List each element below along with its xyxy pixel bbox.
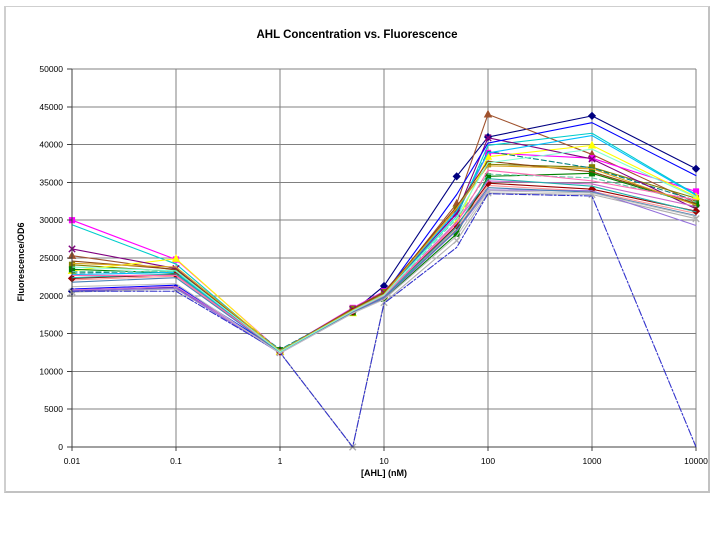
series-marker [171,254,181,262]
x-tick-label: 0.01 [64,456,81,466]
series-marker [587,140,597,149]
data-series [71,169,697,353]
y-tick-label: 35000 [39,177,63,187]
series-marker [691,207,701,216]
x-tick-label: 0.1 [170,456,182,466]
series-marker [484,134,492,142]
y-tick-label: 40000 [39,140,63,150]
y-tick-label: 10000 [39,366,63,376]
y-tick-label: 20000 [39,291,63,301]
x-tick-label: 1000 [583,456,602,466]
series-marker [588,155,596,163]
y-axis-label: Fluorescence/OD6 [16,222,26,301]
axes [67,68,697,451]
y-tick-label: 25000 [39,253,63,263]
y-axis-tick-labels: 0 5000 10000 15000 20000 25000 30000 35000 40000… [39,64,63,452]
series-line [71,178,697,354]
series-marker [692,214,700,223]
y-tick-label: 50000 [39,64,63,74]
series-marker [452,172,461,181]
chart-panel: AHL Concentration vs. Fluorescence 0 5000… [4,6,710,493]
series-line [71,148,697,353]
series-marker [691,164,701,173]
series-line [71,187,697,354]
data-series [71,187,697,354]
series-marker [587,111,597,120]
data-series [71,190,697,354]
x-tick-label: 10 [379,456,389,466]
fluorescence-line-chart: AHL Concentration vs. Fluorescence 0 5000… [6,7,708,490]
x-axis-tick-labels: 0.01 0.1 1 10 100 1000 10000 [64,456,708,466]
data-series [71,193,697,448]
y-tick-label: 5000 [44,404,63,414]
data-series [71,178,697,354]
x-tick-label: 10000 [684,456,708,466]
x-axis-label: [AHL] (nM) [361,468,407,478]
data-series-group [67,109,701,451]
chart-title: AHL Concentration vs. Fluorescence [256,29,457,41]
series-line [71,190,697,354]
data-series [71,148,697,353]
y-tick-label: 30000 [39,215,63,225]
series-marker [588,170,596,177]
series-line [71,193,697,448]
y-tick-label: 15000 [39,329,63,339]
series-line [71,169,697,353]
x-tick-label: 1 [278,456,283,466]
y-tick-label: 0 [58,442,63,452]
series-marker [483,109,493,118]
y-tick-label: 45000 [39,102,63,112]
x-tick-label: 100 [481,456,495,466]
chart-background [6,7,708,490]
